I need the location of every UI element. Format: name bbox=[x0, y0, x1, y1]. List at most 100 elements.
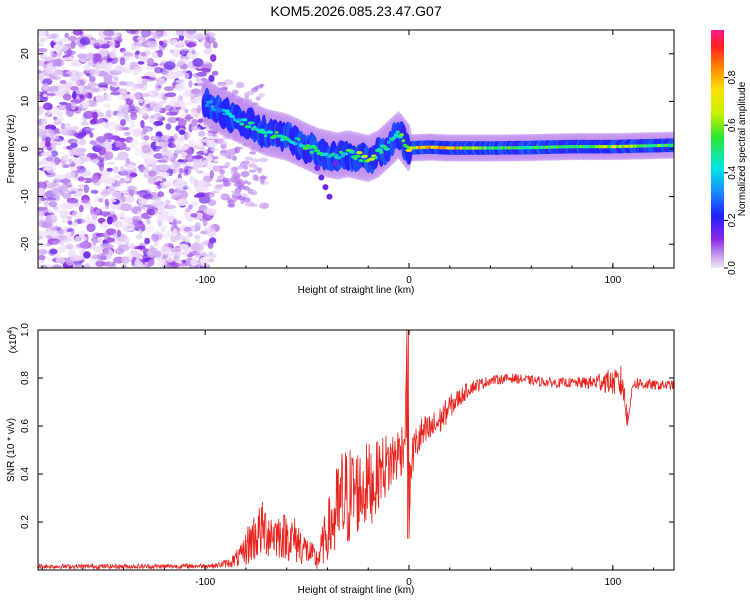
snr-y-label: SNR (10 * v/v) bbox=[6, 418, 17, 482]
ridge-core-cell bbox=[401, 139, 406, 143]
noise-speckle bbox=[110, 191, 122, 198]
noise-speckle bbox=[42, 93, 48, 98]
noise-speckle bbox=[184, 131, 189, 141]
snr-y-tick-label: 0.8 bbox=[20, 371, 31, 385]
noise-speckle bbox=[165, 199, 171, 205]
noise-speckle bbox=[78, 85, 84, 93]
ridge-core-cell bbox=[399, 133, 404, 137]
noise-speckle bbox=[116, 229, 122, 238]
noise-speckle bbox=[71, 171, 76, 179]
noise-speckle bbox=[166, 112, 179, 116]
noise-speckle bbox=[219, 83, 227, 87]
noise-speckle bbox=[180, 190, 188, 200]
noise-speckle bbox=[196, 181, 207, 189]
noise-speckle bbox=[63, 50, 76, 56]
noise-speckle bbox=[69, 162, 76, 167]
noise-speckle bbox=[204, 227, 216, 232]
noise-speckle bbox=[46, 110, 51, 116]
noise-speckle bbox=[101, 193, 109, 199]
noise-speckle bbox=[99, 211, 111, 217]
noise-speckle bbox=[176, 42, 183, 48]
noise-speckle bbox=[104, 151, 114, 160]
noise-speckle bbox=[141, 144, 151, 154]
noise-speckle bbox=[198, 130, 206, 137]
noise-speckle bbox=[58, 246, 65, 254]
noise-speckle bbox=[136, 233, 143, 240]
noise-speckle bbox=[107, 58, 113, 62]
noise-speckle bbox=[248, 169, 256, 173]
noise-speckle bbox=[211, 70, 219, 76]
noise-speckle bbox=[142, 125, 148, 135]
noise-speckle bbox=[142, 102, 148, 111]
noise-speckle bbox=[70, 40, 76, 49]
noise-speckle bbox=[163, 61, 176, 70]
noise-speckle bbox=[223, 180, 232, 187]
noise-speckle bbox=[247, 181, 252, 185]
noise-speckle bbox=[144, 237, 151, 245]
noise-speckle bbox=[38, 206, 47, 211]
snr-x-tick-label: -100 bbox=[195, 577, 215, 588]
noise-speckle bbox=[107, 199, 117, 203]
noise-speckle bbox=[102, 221, 110, 227]
noise-speckle bbox=[196, 71, 207, 77]
noise-speckle bbox=[240, 171, 250, 178]
noise-speckle bbox=[72, 190, 83, 197]
noise-speckle bbox=[55, 257, 66, 264]
noise-speckle bbox=[43, 102, 53, 111]
noise-speckle bbox=[168, 188, 175, 194]
noise-speckle bbox=[240, 197, 245, 204]
snr-y-tick-label: 0.4 bbox=[20, 467, 31, 481]
noise-speckle bbox=[178, 48, 190, 52]
noise-speckle bbox=[159, 62, 165, 66]
noise-speckle bbox=[167, 243, 174, 249]
noise-speckle bbox=[195, 78, 201, 82]
noise-speckle bbox=[64, 174, 74, 179]
noise-speckle bbox=[83, 251, 91, 259]
noise-speckle bbox=[214, 185, 223, 191]
noise-speckle bbox=[190, 213, 198, 218]
noise-speckle bbox=[38, 91, 41, 97]
noise-speckle bbox=[169, 100, 175, 107]
noise-speckle bbox=[127, 117, 135, 125]
ridge-core-cell bbox=[243, 118, 248, 122]
noise-speckle bbox=[67, 35, 77, 42]
noise-speckle bbox=[140, 30, 152, 38]
ridge-core-cell bbox=[213, 104, 219, 109]
noise-speckle bbox=[181, 50, 186, 56]
noise-speckle bbox=[258, 93, 265, 98]
noise-speckle bbox=[84, 85, 92, 90]
noise-speckle bbox=[134, 147, 141, 157]
noise-speckle bbox=[233, 181, 244, 188]
noise-speckle bbox=[92, 111, 98, 121]
noise-speckle bbox=[91, 175, 99, 184]
noise-speckle bbox=[180, 251, 190, 256]
noise-speckle bbox=[71, 101, 77, 111]
noise-speckle bbox=[129, 111, 137, 118]
noise-speckle bbox=[130, 43, 136, 50]
noise-speckle bbox=[180, 104, 187, 111]
noise-speckle bbox=[140, 108, 150, 117]
noise-speckle bbox=[173, 138, 185, 146]
noise-speckle bbox=[107, 81, 117, 85]
noise-speckle bbox=[65, 183, 73, 188]
noise-speckle bbox=[161, 145, 168, 153]
noise-speckle bbox=[62, 93, 72, 101]
ridge-branch-cell bbox=[322, 184, 329, 191]
noise-speckle bbox=[45, 141, 51, 148]
noise-speckle bbox=[132, 128, 141, 137]
noise-speckle bbox=[109, 91, 121, 96]
noise-speckle bbox=[148, 259, 155, 267]
noise-speckle bbox=[109, 50, 117, 59]
noise-speckle bbox=[59, 80, 67, 85]
noise-speckle bbox=[150, 31, 162, 36]
noise-speckle bbox=[46, 34, 57, 39]
noise-speckle bbox=[102, 93, 113, 103]
noise-speckle bbox=[97, 146, 107, 156]
noise-speckle bbox=[164, 204, 176, 210]
noise-speckle bbox=[111, 70, 123, 74]
ridge-core-cell bbox=[260, 130, 267, 135]
noise-speckle bbox=[112, 167, 119, 173]
noise-speckle bbox=[185, 114, 192, 118]
noise-speckle bbox=[60, 219, 70, 223]
noise-speckle bbox=[156, 93, 163, 100]
